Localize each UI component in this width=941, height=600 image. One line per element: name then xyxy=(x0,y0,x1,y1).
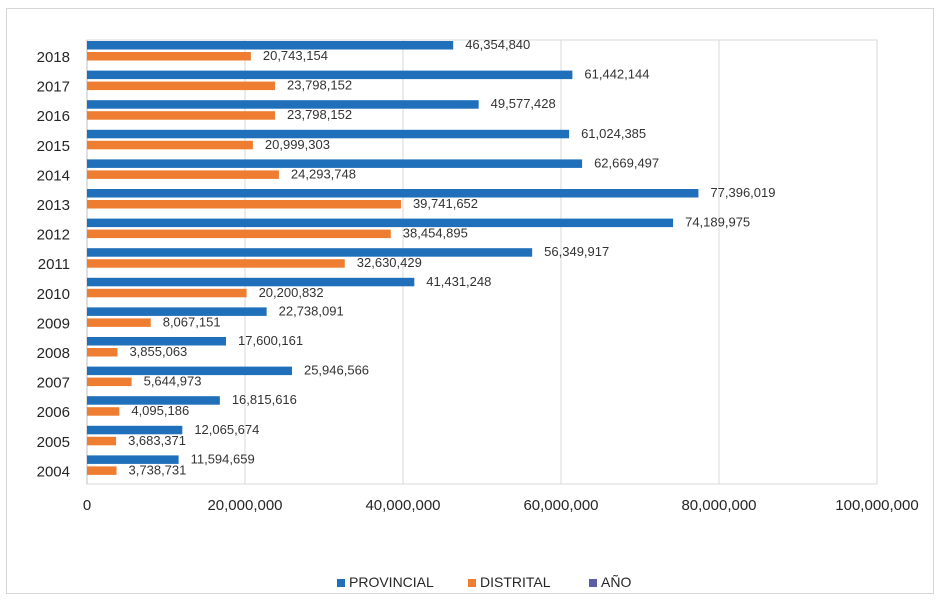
y-tick-label: 2013 xyxy=(37,197,70,214)
bar-distrital-2013 xyxy=(87,200,401,209)
data-label-distrital-2018: 20,743,154 xyxy=(263,48,328,63)
bar-distrital-2012 xyxy=(87,229,391,239)
bar-provincial-2018 xyxy=(87,41,454,50)
y-tick-label: 2010 xyxy=(37,286,70,303)
y-tick-label: 2004 xyxy=(37,463,70,480)
x-tick-label: 80,000,000 xyxy=(681,497,756,514)
x-tick-label: 20,000,000 xyxy=(207,497,282,514)
x-tick-label: 60,000,000 xyxy=(523,497,598,514)
bar-distrital-2010 xyxy=(87,288,247,298)
y-tick-label: 2011 xyxy=(38,256,70,273)
data-label-provincial-2012: 74,189,975 xyxy=(685,215,750,230)
legend-swatch-año xyxy=(589,579,597,587)
bars: 46,354,840 20,743,154 61,442,144 23,798,152… xyxy=(87,37,776,477)
bar-distrital-2016 xyxy=(87,111,276,120)
bar-provincial-2008 xyxy=(87,337,227,346)
bar-provincial-2005 xyxy=(87,425,183,435)
data-label-distrital-2012: 38,454,895 xyxy=(403,226,468,241)
bar-provincial-2012 xyxy=(87,218,674,228)
data-label-distrital-2011: 32,630,429 xyxy=(357,255,422,270)
bar-provincial-2015 xyxy=(87,129,570,139)
data-label-provincial-2007: 25,946,566 xyxy=(304,363,369,378)
bar-provincial-2007 xyxy=(87,366,292,376)
y-tick-label: 2017 xyxy=(37,79,70,96)
bar-provincial-2016 xyxy=(87,100,479,109)
y-tick-label: 2009 xyxy=(37,315,70,332)
legend-label-provincial: PROVINCIAL xyxy=(349,574,434,590)
y-tick-label: 2014 xyxy=(37,167,70,184)
data-label-distrital-2014: 24,293,748 xyxy=(291,166,356,181)
data-label-provincial-2017: 61,442,144 xyxy=(584,67,649,82)
bar-distrital-2018 xyxy=(87,52,251,61)
data-label-distrital-2005: 3,683,371 xyxy=(128,433,186,448)
data-label-provincial-2009: 22,738,091 xyxy=(279,303,344,318)
bar-distrital-2015 xyxy=(87,140,253,150)
y-tick-label: 2005 xyxy=(37,434,70,451)
data-label-provincial-2006: 16,815,616 xyxy=(232,392,297,407)
legend-swatch-provincial xyxy=(337,579,345,587)
x-tick-label: 40,000,000 xyxy=(365,497,440,514)
data-label-distrital-2010: 20,200,832 xyxy=(259,285,324,300)
y-tick-label: 2012 xyxy=(37,227,70,244)
data-label-provincial-2004: 11,594,659 xyxy=(191,451,255,466)
bar-distrital-2017 xyxy=(87,81,276,91)
bar-distrital-2006 xyxy=(87,407,120,416)
data-label-distrital-2007: 5,644,973 xyxy=(144,374,202,389)
bar-provincial-2014 xyxy=(87,159,583,168)
bar-distrital-2007 xyxy=(87,377,132,387)
data-label-provincial-2010: 41,431,248 xyxy=(426,274,491,289)
data-label-provincial-2013: 77,396,019 xyxy=(710,185,775,200)
bar-provincial-2010 xyxy=(87,277,415,287)
data-label-provincial-2008: 17,600,161 xyxy=(238,333,303,348)
bar-provincial-2017 xyxy=(87,70,573,80)
data-label-provincial-2018: 46,354,840 xyxy=(465,37,530,52)
data-label-distrital-2016: 23,798,152 xyxy=(287,107,352,122)
data-label-distrital-2008: 3,855,063 xyxy=(129,344,187,359)
data-label-provincial-2005: 12,065,674 xyxy=(194,422,259,437)
data-label-provincial-2016: 49,577,428 xyxy=(491,96,556,111)
bar-distrital-2009 xyxy=(87,318,151,327)
y-tick-label: 2008 xyxy=(37,345,70,362)
y-tick-label: 2016 xyxy=(37,108,70,125)
y-tick-label: 2015 xyxy=(37,138,70,155)
bar-distrital-2004 xyxy=(87,466,117,475)
data-label-provincial-2011: 56,349,917 xyxy=(544,244,609,259)
data-label-distrital-2006: 4,095,186 xyxy=(131,403,189,418)
bar-provincial-2006 xyxy=(87,396,220,405)
legend-label-año: AÑO xyxy=(601,574,631,590)
data-label-distrital-2004: 3,738,731 xyxy=(129,462,187,477)
bar-distrital-2008 xyxy=(87,348,118,357)
data-label-distrital-2017: 23,798,152 xyxy=(287,78,352,93)
legend-label-distrital: DISTRITAL xyxy=(480,574,551,590)
bar-distrital-2011 xyxy=(87,259,345,268)
bar-provincial-2004 xyxy=(87,455,179,464)
legend-swatch-distrital xyxy=(468,579,476,587)
bar-provincial-2009 xyxy=(87,307,267,316)
y-tick-label: 2006 xyxy=(37,404,70,421)
legend: PROVINCIAL DISTRITAL AÑO xyxy=(337,574,631,590)
bar-distrital-2005 xyxy=(87,436,117,446)
y-tick-label: 2018 xyxy=(37,49,70,66)
x-tick-label: 100,000,000 xyxy=(835,497,918,514)
data-label-provincial-2015: 61,024,385 xyxy=(581,126,646,141)
data-label-distrital-2013: 39,741,652 xyxy=(413,196,478,211)
bar-distrital-2014 xyxy=(87,170,279,179)
x-tick-label: 0 xyxy=(83,497,91,514)
y-tick-label: 2007 xyxy=(37,375,70,392)
y-axis-labels: 2018 2017 2016 2015 2014 2013 2012 2011 2010 2009… xyxy=(37,49,70,480)
x-axis-labels: 0 20,000,000 40,000,000 60,000,000 80,000,00… xyxy=(83,497,919,514)
data-label-distrital-2015: 20,999,303 xyxy=(265,137,330,152)
data-label-provincial-2014: 62,669,497 xyxy=(594,155,659,170)
data-label-distrital-2009: 8,067,151 xyxy=(163,314,221,329)
bar-provincial-2013 xyxy=(87,189,699,198)
bar-provincial-2011 xyxy=(87,248,533,257)
